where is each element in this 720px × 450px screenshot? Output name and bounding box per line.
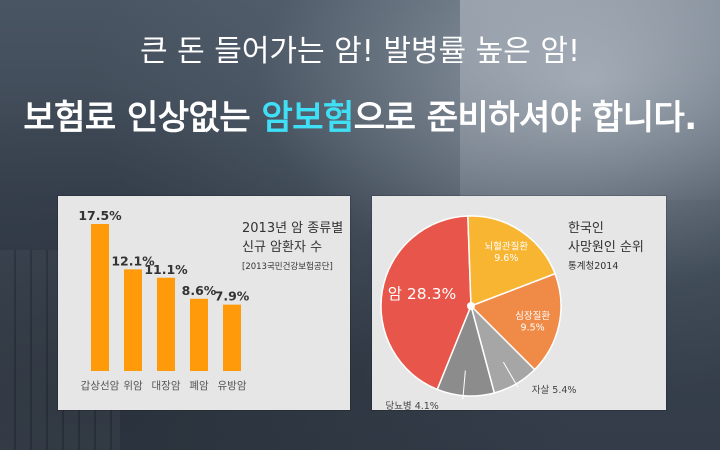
pie-center-hub xyxy=(467,302,475,310)
bar-value-label: 8.6% xyxy=(182,283,217,298)
bar-chart-title-line1: 2013년 암 종류별 xyxy=(242,221,343,236)
bar-4 xyxy=(190,298,208,371)
x-tick-label: 유방암 xyxy=(218,380,247,392)
pie-label-당뇨병: 당뇨병 4.1% xyxy=(385,401,438,410)
bar-5 xyxy=(223,304,241,371)
x-tick-label: 대장암 xyxy=(152,380,181,392)
bar-chart-panel: 2013년 암 종류별 신규 암환자 수 [2013국민건강보험공단] 17.5… xyxy=(58,196,350,410)
background-paper xyxy=(460,0,720,200)
pie-slice-심장질환 xyxy=(469,272,562,371)
x-tick-label: 위암 xyxy=(123,379,143,392)
bar-1 xyxy=(91,224,109,371)
pie-chart-title-line2: 사망원인 순위 xyxy=(568,240,644,255)
pie-chart-title-line1: 한국인 xyxy=(568,221,604,236)
pie-slice-뇌혈관질환 xyxy=(467,215,556,308)
x-tick-label: 갑상선암 xyxy=(81,380,120,392)
headline-line1: 큰 돈 들어가는 암! 발병률 높은 암! xyxy=(139,34,581,69)
bar-value-label: 11.1% xyxy=(144,262,188,277)
headline-line2: 보험료 인상없는 암보험으로 준비하셔야 합니다. xyxy=(0,90,720,139)
bar-value-label: 7.9% xyxy=(215,289,250,304)
headline-line2-part1: 보험료 인상없는 xyxy=(23,98,262,138)
pie-slices xyxy=(380,215,562,397)
bar-2 xyxy=(124,269,142,371)
pie-label-자살: 자살 5.4% xyxy=(532,385,577,396)
pie-chart-source: 통계청2014 xyxy=(568,260,618,272)
headline-line2-part2: 으로 준비하셔야 합니다. xyxy=(353,98,697,138)
pie-label-암: 암 28.3% xyxy=(388,285,456,303)
pie-slice-당뇨병 xyxy=(436,303,496,397)
bar-value-label: 17.5% xyxy=(78,208,122,223)
headline-highlight: 암보험 xyxy=(261,98,354,138)
pie-slice-암 xyxy=(380,215,472,391)
bar-3 xyxy=(157,277,175,371)
pie-leader-line xyxy=(462,370,466,400)
pie-label-심장질환: 심장질환 9.5% xyxy=(515,310,550,334)
bar-chart-source: [2013국민건강보험공단] xyxy=(242,261,333,272)
pie-chart-panel: 한국인 사망원인 순위 통계청2014 암 28.3% 뇌혈관질환 9.6% 심장질환… xyxy=(372,196,666,410)
pie-label-뇌혈관질환: 뇌혈관질환 9.6% xyxy=(484,241,528,265)
bar-value-label: 12.1% xyxy=(111,253,155,268)
pie-leader-line xyxy=(502,361,519,388)
bar-chart-title-line2: 신규 암환자 수 xyxy=(242,240,322,255)
bar-chart: 2013년 암 종류별 신규 암환자 수 [2013국민건강보험공단] 17.5… xyxy=(78,208,343,392)
pie-chart: 한국인 사망원인 순위 통계청2014 암 28.3% 뇌혈관질환 9.6% 심장질환… xyxy=(380,215,644,410)
x-tick-label: 폐암 xyxy=(189,380,209,392)
